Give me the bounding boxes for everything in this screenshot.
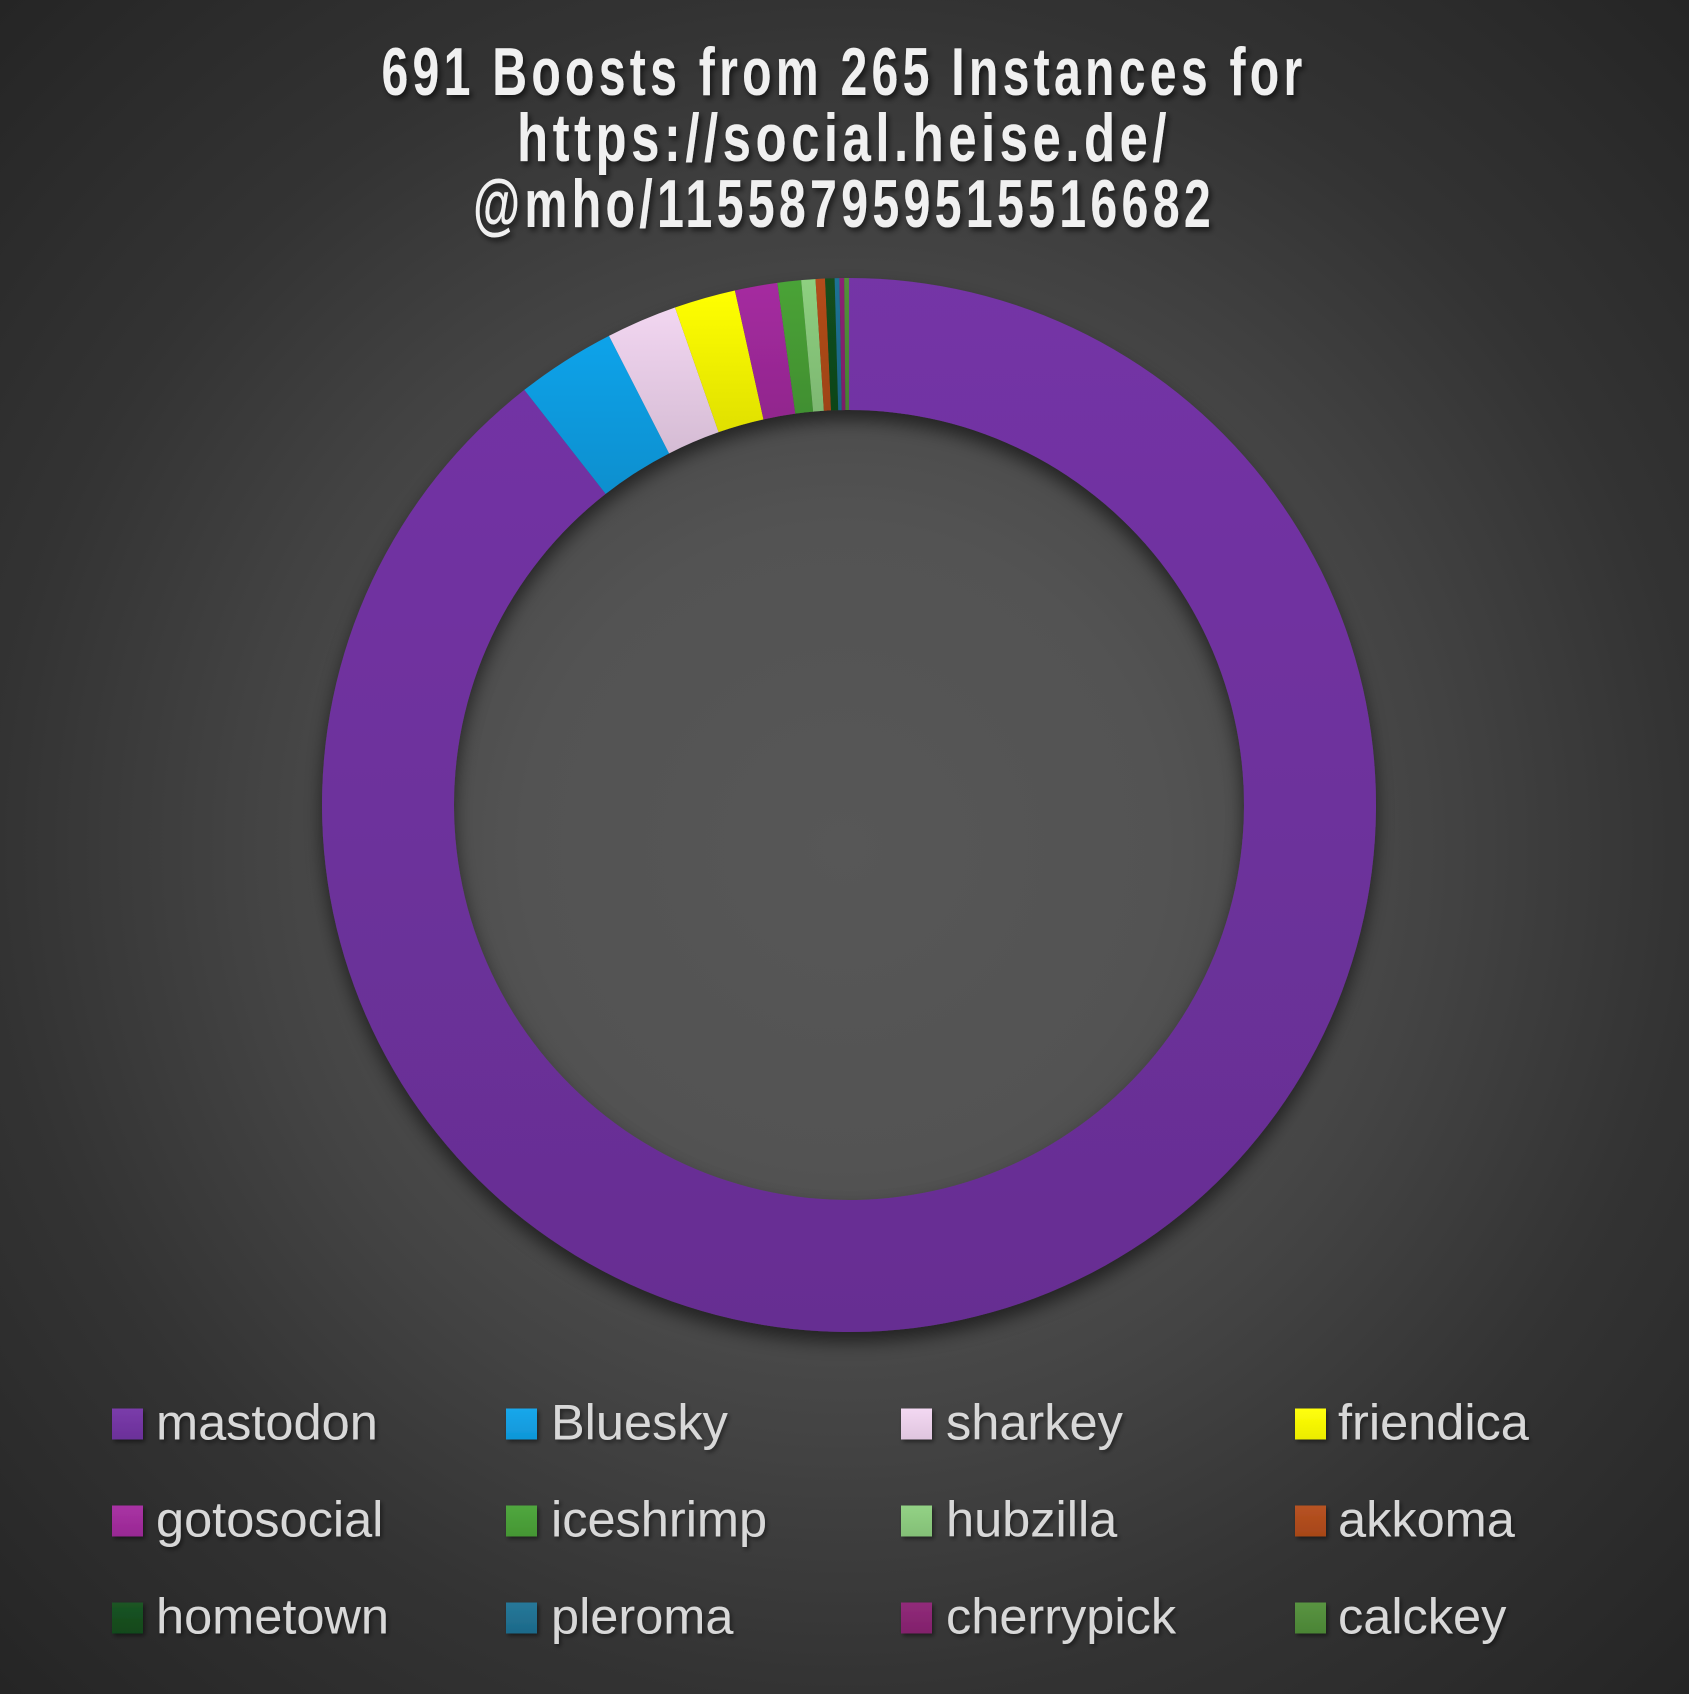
svg-text:@mho/115587959515516682: @mho/115587959515516682 xyxy=(473,166,1215,242)
svg-text:https://social.heise.de/: https://social.heise.de/ xyxy=(517,100,1171,176)
svg-text:sharkey: sharkey xyxy=(946,1394,1124,1451)
svg-text:iceshrimp: iceshrimp xyxy=(551,1491,767,1548)
svg-text:calckey: calckey xyxy=(1338,1588,1507,1645)
svg-text:hometown: hometown xyxy=(156,1588,389,1645)
svg-text:691 Boosts from 265 Instances: 691 Boosts from 265 Instances for xyxy=(382,34,1307,110)
svg-text:akkoma: akkoma xyxy=(1338,1491,1516,1548)
svg-text:friendica: friendica xyxy=(1338,1394,1530,1451)
svg-text:cherrypick: cherrypick xyxy=(946,1588,1177,1645)
svg-text:mastodon: mastodon xyxy=(156,1394,378,1451)
svg-text:Bluesky: Bluesky xyxy=(551,1394,729,1451)
svg-text:hubzilla: hubzilla xyxy=(946,1491,1118,1548)
svg-text:gotosocial: gotosocial xyxy=(156,1491,383,1548)
svg-text:pleroma: pleroma xyxy=(551,1588,734,1645)
